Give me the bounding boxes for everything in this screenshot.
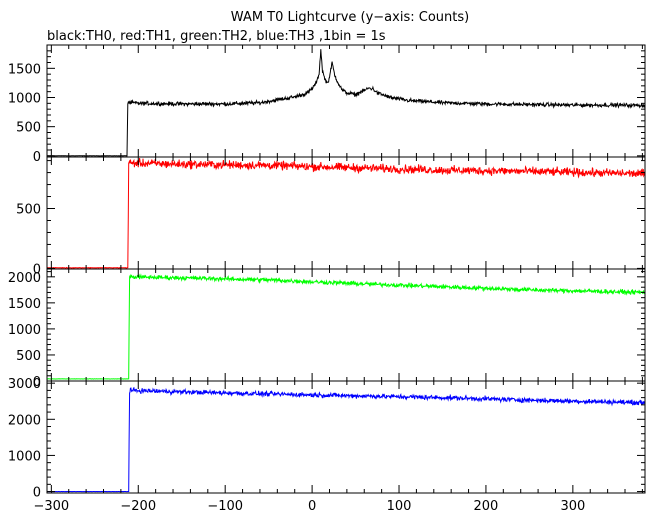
panel-th1: 0 500 (16, 156, 646, 277)
chart-title: WAM T0 Lightcurve (y−axis: Counts) (231, 10, 469, 25)
y-tick-label: 0 (33, 375, 41, 390)
y-tick-label: 1500 (8, 62, 41, 77)
x-tick-label: 300 (560, 499, 585, 514)
x-tick-label: 100 (387, 499, 412, 514)
x-tick-label: 200 (474, 499, 499, 514)
y-tick-label: 0 (33, 262, 41, 277)
y-tick-label: 1000 (8, 449, 41, 464)
panel-th2: 0 500 1000 1500 2000 (8, 268, 646, 390)
y-tick-label: 500 (16, 349, 41, 364)
y-tick-label: 500 (16, 121, 41, 136)
panel-frame (46, 44, 646, 158)
panel-th3: 0 1000 2000 3000 (8, 377, 646, 501)
x-tick-label: −200 (120, 499, 156, 514)
x-tick-label: −100 (207, 499, 243, 514)
panel-frame (46, 380, 646, 494)
chart-subtitle: black:TH0, red:TH1, green:TH2, blue:TH3 … (47, 29, 386, 44)
y-tick-label: 2000 (8, 413, 41, 428)
series-line-th3 (47, 386, 645, 493)
x-axis-tick-labels: −300 −200 −100 0 100 200 300 (33, 499, 585, 514)
series-line-th2 (47, 273, 645, 380)
y-tick-label: 1500 (8, 297, 41, 312)
y-tick-label: 1000 (8, 323, 41, 338)
y-tick-label: 3000 (8, 377, 41, 392)
series-line-th1 (47, 158, 645, 269)
x-tick-label: 0 (308, 499, 316, 514)
y-tick-label: 0 (33, 486, 41, 501)
panel-frame (46, 156, 646, 270)
x-tick-label: −300 (33, 499, 69, 514)
y-tick-label: 500 (16, 203, 41, 218)
y-tick-label: 1000 (8, 92, 41, 107)
panel-th0: 0 500 1000 1500 (8, 44, 646, 165)
y-tick-label: 0 (33, 150, 41, 165)
panel-stack: 0500100015000500050010001500200001000200… (8, 44, 646, 501)
y-tick-label: 2000 (8, 271, 41, 286)
series-line-th0 (47, 49, 645, 157)
